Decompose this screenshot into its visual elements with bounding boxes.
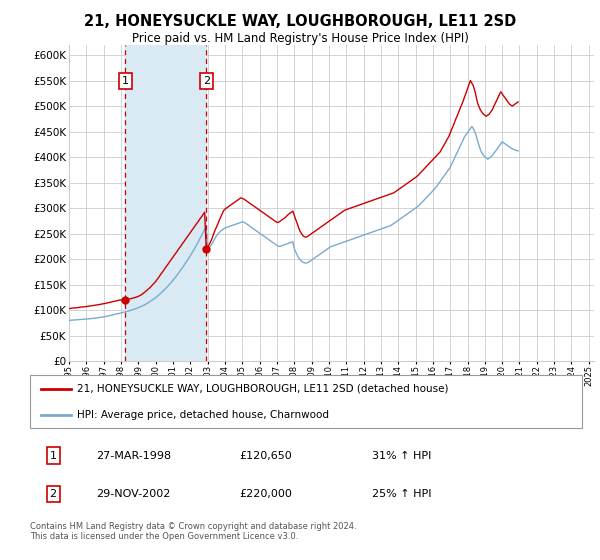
Text: 21, HONEYSUCKLE WAY, LOUGHBOROUGH, LE11 2SD (detached house): 21, HONEYSUCKLE WAY, LOUGHBOROUGH, LE11 … [77,384,448,394]
Text: Price paid vs. HM Land Registry's House Price Index (HPI): Price paid vs. HM Land Registry's House … [131,32,469,45]
Text: 27-MAR-1998: 27-MAR-1998 [96,450,172,460]
Text: 2: 2 [50,489,57,499]
Bar [125,45,206,361]
FancyBboxPatch shape [30,375,582,428]
Text: £220,000: £220,000 [240,489,293,499]
Text: 29-NOV-2002: 29-NOV-2002 [96,489,170,499]
Text: 2: 2 [203,76,210,86]
Text: Contains HM Land Registry data © Crown copyright and database right 2024.
This d: Contains HM Land Registry data © Crown c… [30,522,356,542]
Text: 31% ↑ HPI: 31% ↑ HPI [372,450,431,460]
Text: 25% ↑ HPI: 25% ↑ HPI [372,489,432,499]
Text: 1: 1 [122,76,129,86]
Text: £120,650: £120,650 [240,450,293,460]
Text: 1: 1 [50,450,56,460]
Text: HPI: Average price, detached house, Charnwood: HPI: Average price, detached house, Char… [77,410,329,420]
Text: 21, HONEYSUCKLE WAY, LOUGHBOROUGH, LE11 2SD: 21, HONEYSUCKLE WAY, LOUGHBOROUGH, LE11 … [84,14,516,29]
